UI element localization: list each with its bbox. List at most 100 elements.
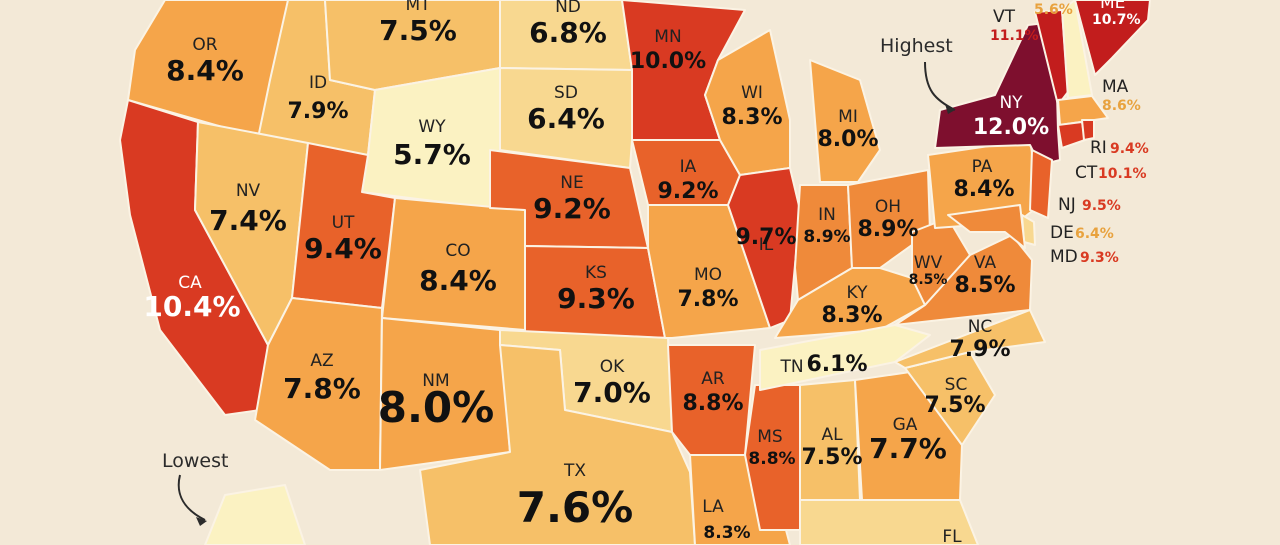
state-il (727, 167, 801, 329)
state-shapes (119, 0, 1151, 545)
state-md (947, 204, 1026, 249)
label-ct-abbr: CT (1075, 163, 1098, 183)
lowest-arrow-head (196, 517, 207, 526)
label-va-value: 8.5% (954, 273, 1015, 298)
label-ca-abbr: CA (178, 273, 202, 293)
label-me-abbr: ME (1100, 0, 1125, 13)
lowest-state-shape (204, 484, 306, 545)
label-mt-value: 7.5% (379, 14, 457, 47)
label-al-value: 7.5% (801, 445, 862, 470)
label-sc-value: 7.5% (924, 393, 985, 418)
label-ma-value: 8.6% (1102, 98, 1141, 114)
state-nc (894, 309, 1046, 369)
label-va-abbr: VA (974, 253, 997, 273)
label-mn-abbr: MN (654, 27, 681, 47)
label-ut-value: 9.4% (304, 232, 382, 265)
label-ma-abbr: MA (1102, 77, 1129, 97)
state-ny (934, 21, 1061, 166)
label-ky-abbr: KY (847, 283, 869, 303)
label-tx-abbr: TX (563, 461, 586, 481)
label-az-value: 7.8% (283, 372, 361, 405)
state-ma (1057, 95, 1109, 126)
label-ny-value: 12.0% (973, 115, 1049, 140)
label-nc-abbr: NC (968, 317, 993, 337)
label-ca-value: 10.4% (143, 290, 240, 323)
label-nv-abbr: NV (236, 181, 261, 201)
state-ga (854, 371, 963, 501)
label-nm-abbr: NM (422, 371, 449, 391)
state-mi (809, 59, 881, 183)
lowest-label: Lowest (162, 450, 228, 472)
label-nm-value: 8.0% (378, 383, 494, 432)
label-nd-value: 6.8% (529, 16, 607, 49)
label-ok-value: 7.0% (573, 376, 651, 409)
label-la-value: 8.3% (703, 523, 750, 543)
northeast-side-labels: VT 11.1% 5.6% ME 10.7% MA 8.6% RI 9.4% C… (990, 0, 1149, 267)
label-oh-value: 8.9% (857, 217, 918, 242)
label-md-value: 9.3% (1080, 250, 1119, 266)
label-vt-abbr: VT (993, 7, 1016, 27)
label-ut-abbr: UT (332, 213, 355, 233)
label-wy-value: 5.7% (393, 138, 471, 171)
label-ks-abbr: KS (585, 263, 607, 283)
label-fl-abbr: FL (942, 527, 962, 545)
label-il-value: 9.7% (735, 225, 796, 250)
highest-arrow-head (945, 104, 955, 114)
label-ne-abbr: NE (560, 173, 583, 193)
label-sd-value: 6.4% (527, 102, 605, 135)
label-mi-value: 8.0% (817, 127, 878, 152)
label-mo-abbr: MO (694, 265, 722, 285)
label-la-abbr: LA (702, 497, 724, 517)
label-sd-abbr: SD (554, 83, 578, 103)
label-il-abbr: IL (759, 235, 774, 255)
label-wi-abbr: WI (741, 83, 763, 103)
label-pa-value: 8.4% (953, 177, 1014, 202)
label-wv-value: 8.5% (909, 272, 948, 288)
label-me-value: 10.7% (1092, 12, 1141, 28)
label-de-abbr: DE (1050, 223, 1074, 243)
label-md-abbr: MD (1050, 247, 1078, 267)
label-ia-abbr: IA (680, 157, 697, 177)
label-or-abbr: OR (192, 35, 217, 55)
label-mo-value: 7.8% (677, 287, 738, 312)
label-oh-abbr: OH (875, 197, 901, 217)
label-ne-value: 9.2% (533, 192, 611, 225)
label-mn-value: 10.0% (630, 49, 706, 74)
label-nj-abbr: NJ (1058, 195, 1076, 215)
label-wy-abbr: WY (418, 117, 446, 137)
state-oh (847, 169, 931, 269)
label-sc-abbr: SC (945, 375, 968, 395)
label-tx-value: 7.6% (517, 483, 633, 532)
label-nd-abbr: ND (555, 0, 581, 17)
state-me (1074, 0, 1151, 76)
label-mt-abbr: MT (405, 0, 431, 15)
state-ms (744, 384, 801, 531)
label-ri-abbr: RI (1090, 138, 1107, 158)
label-mi-abbr: MI (838, 107, 858, 127)
label-co-abbr: CO (445, 241, 470, 261)
state-tn (759, 324, 931, 391)
label-ms-abbr: MS (757, 427, 782, 447)
label-nj-value: 9.5% (1082, 198, 1121, 214)
label-ny-abbr: NY (999, 93, 1023, 113)
label-ga-value: 7.7% (869, 432, 947, 465)
label-tn-abbr: TN (779, 357, 803, 377)
label-ri-value: 9.4% (1110, 141, 1149, 157)
state-nj (1029, 149, 1053, 219)
label-nv-value: 7.4% (209, 204, 287, 237)
label-nh-value: 5.6% (1034, 2, 1073, 18)
label-vt-value: 11.1% (990, 28, 1039, 44)
label-ky-value: 8.3% (821, 303, 882, 328)
label-ct-value: 10.1% (1098, 166, 1147, 182)
label-in-value: 8.9% (803, 227, 850, 247)
state-labels: OR 8.4% ID 7.9% MT 7.5% ND 6.8% MN 10.0%… (143, 0, 1049, 545)
label-ms-value: 8.8% (748, 449, 795, 469)
label-ok-abbr: OK (600, 357, 625, 377)
label-az-abbr: AZ (310, 351, 333, 371)
label-or-value: 8.4% (166, 54, 244, 87)
label-pa-abbr: PA (972, 157, 993, 177)
label-al-abbr: AL (821, 425, 843, 445)
label-ks-value: 9.3% (557, 282, 635, 315)
label-tn-value: 6.1% (806, 352, 867, 377)
